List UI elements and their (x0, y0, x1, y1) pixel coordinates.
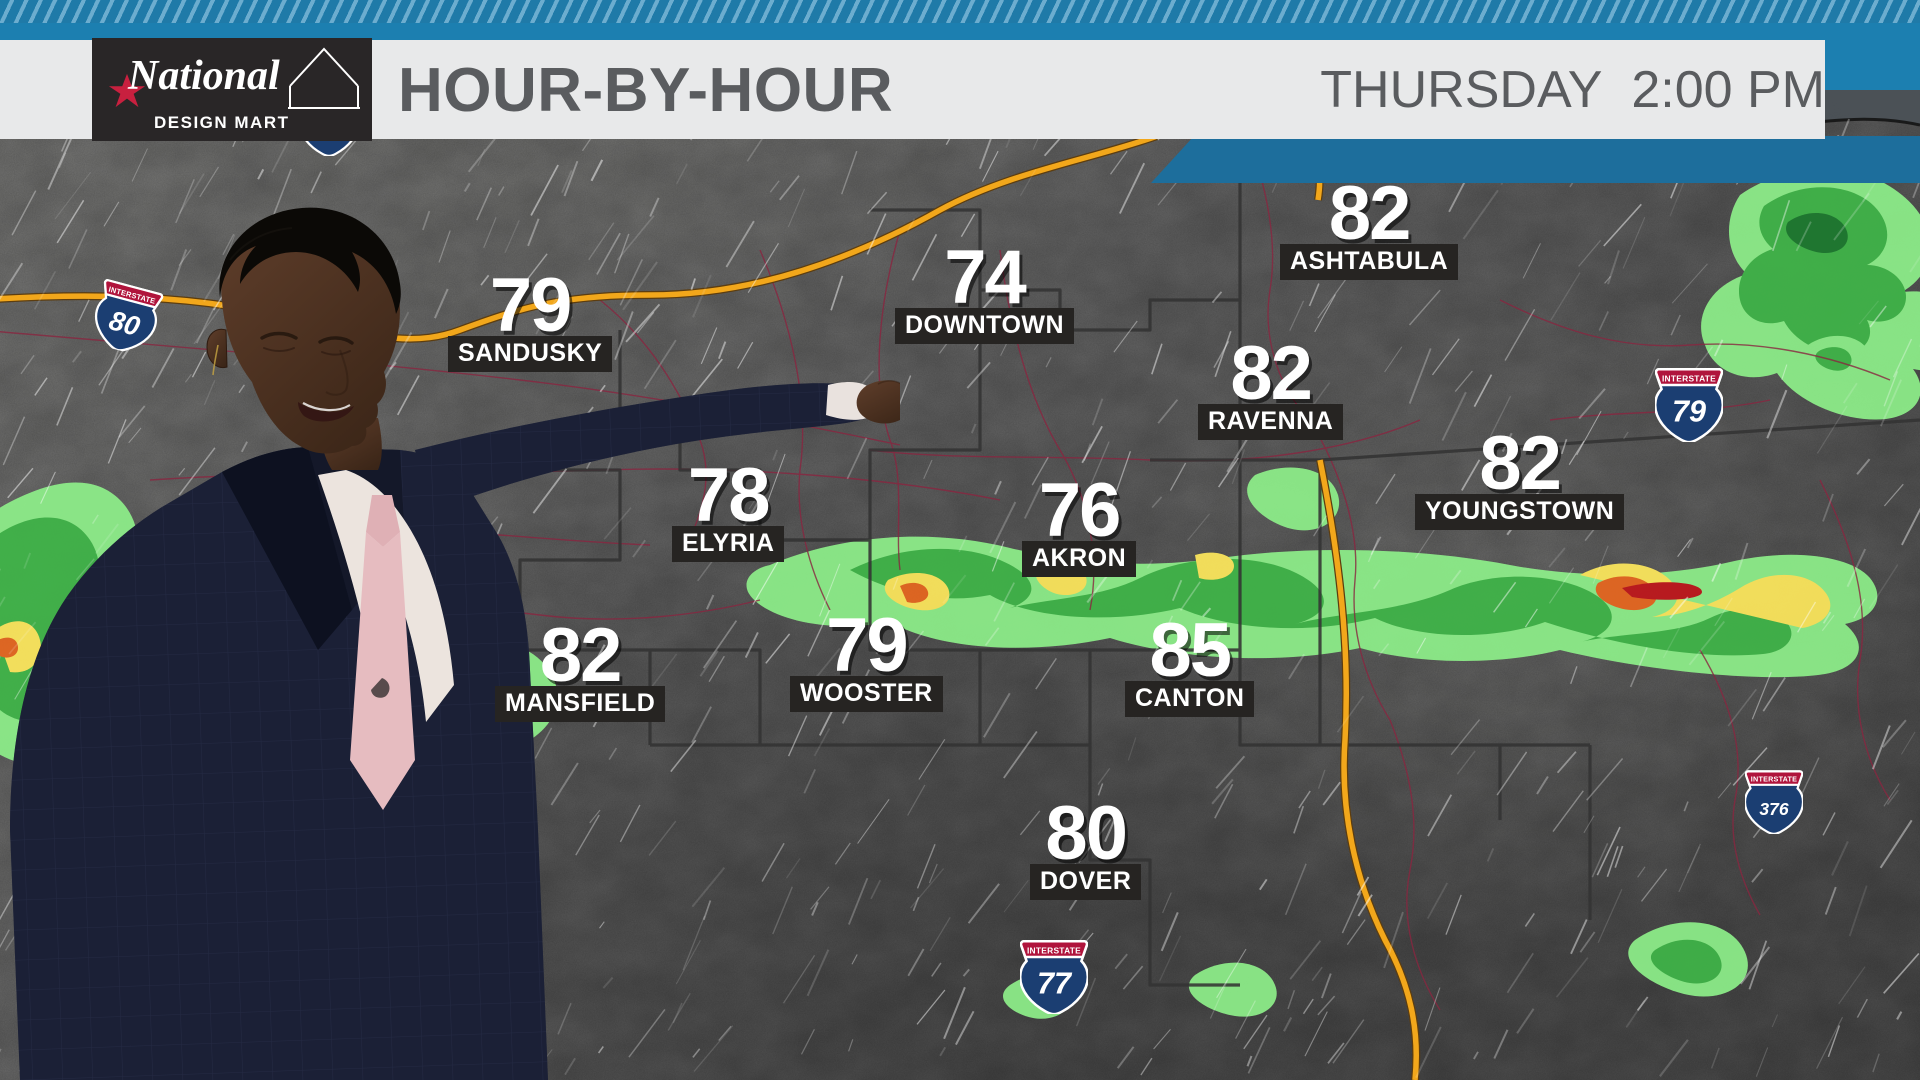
svg-text:376: 376 (1759, 799, 1788, 819)
svg-text:77: 77 (1037, 967, 1073, 1001)
svg-text:79: 79 (1672, 395, 1706, 429)
